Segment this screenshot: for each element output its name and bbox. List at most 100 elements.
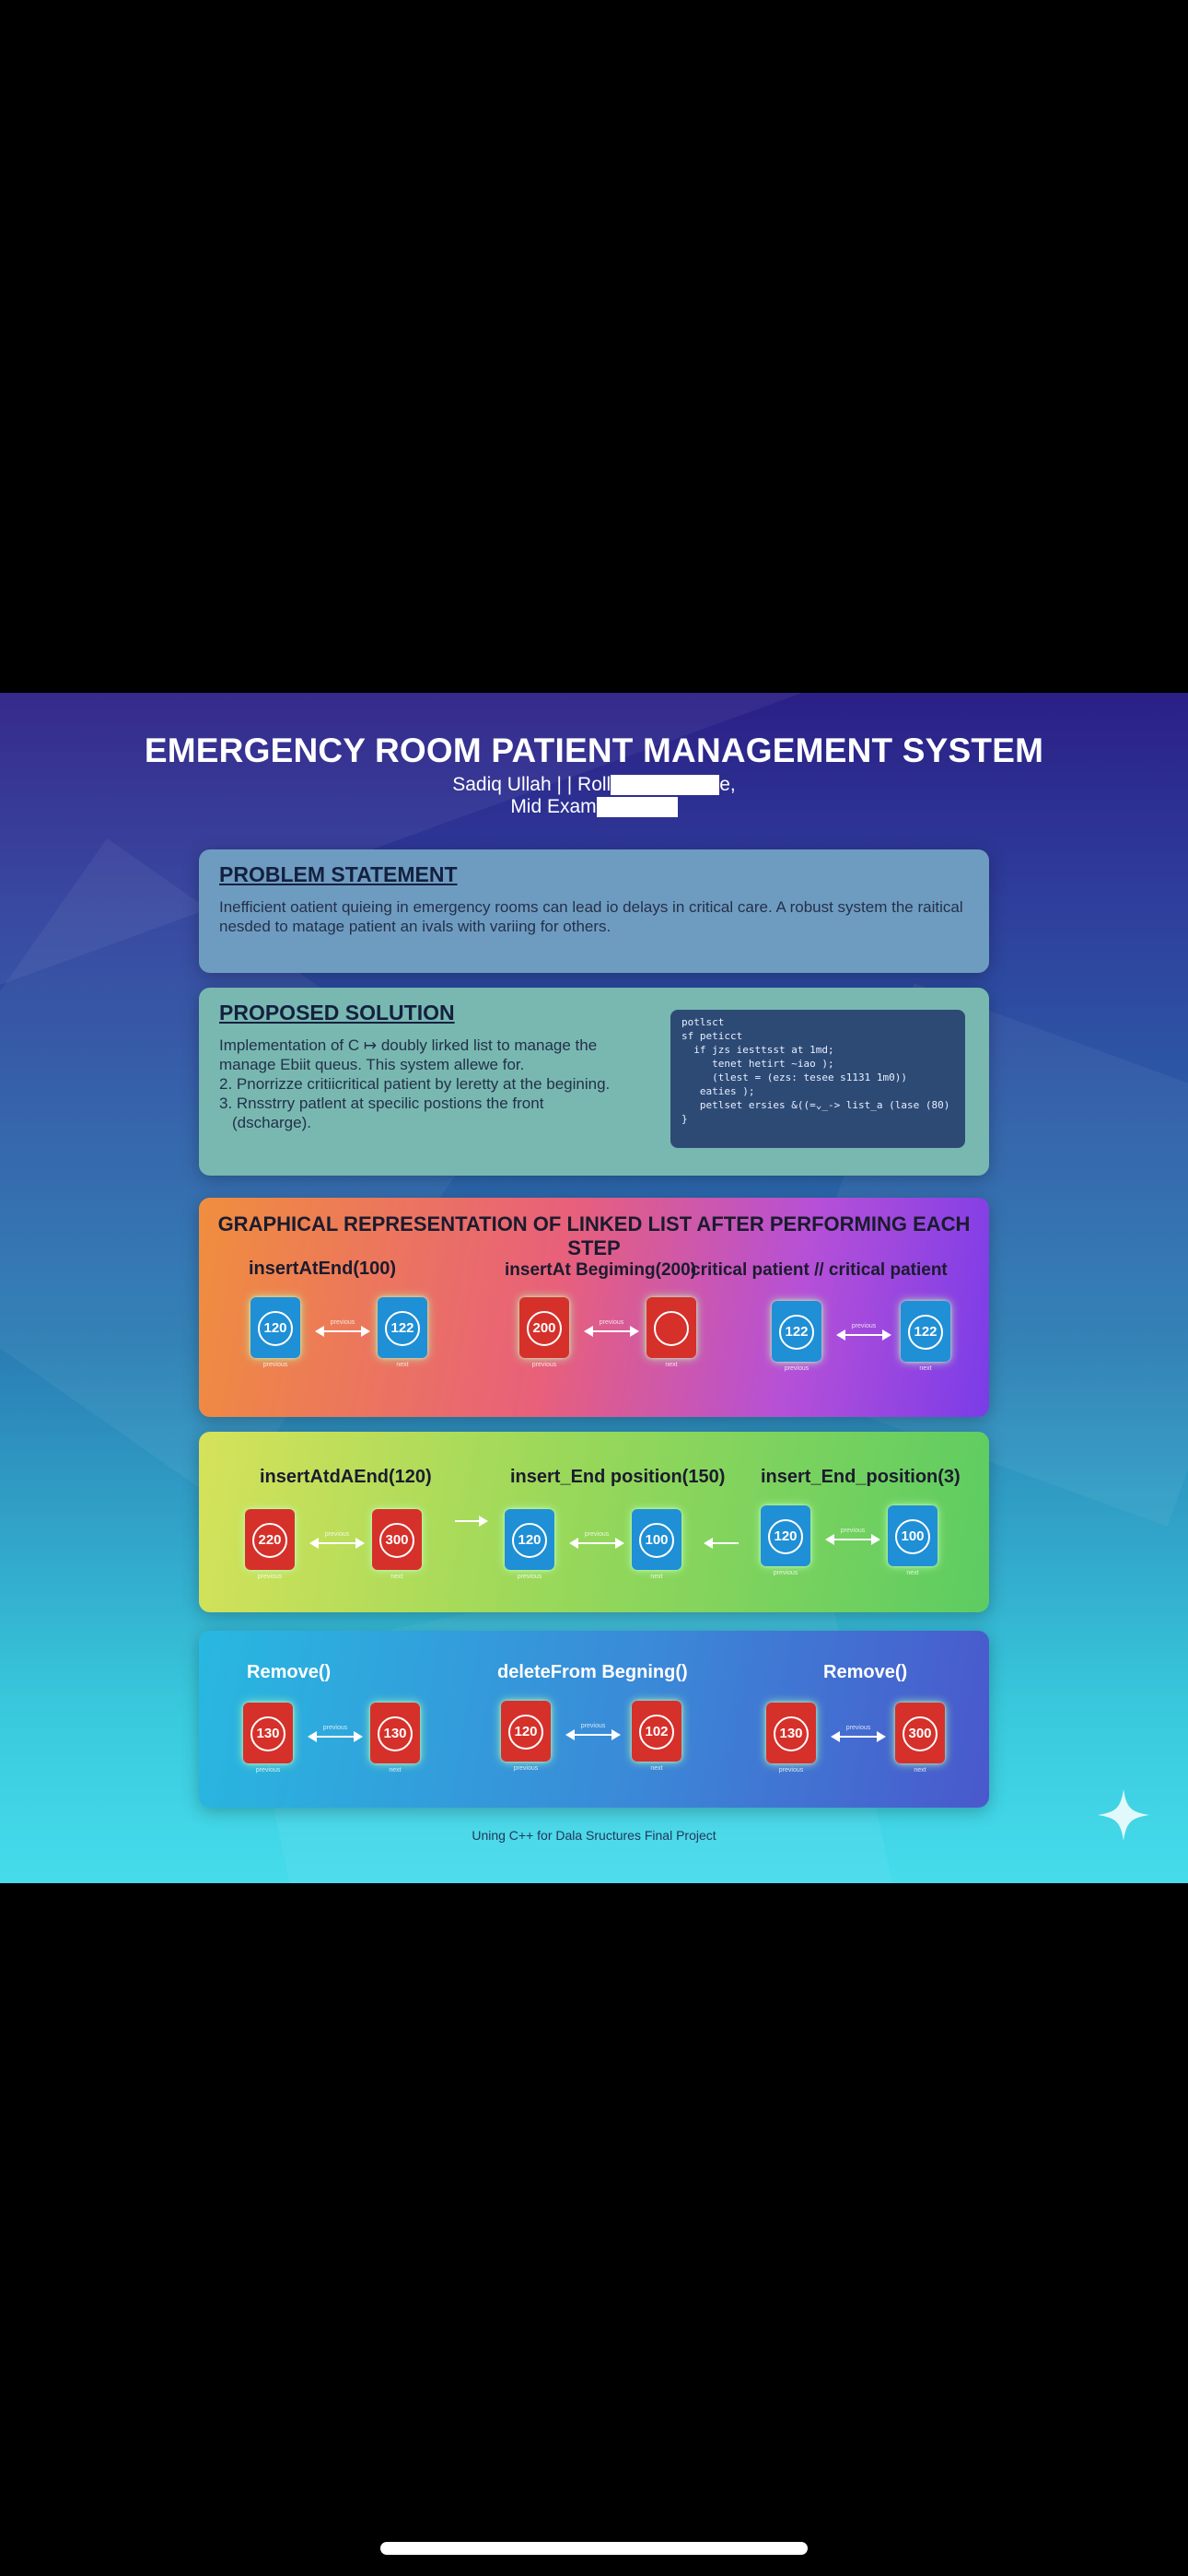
list-node: 220 previous — [245, 1509, 295, 1580]
code-line: } — [681, 1113, 688, 1125]
list-node: 200 previous — [519, 1297, 569, 1368]
node-pointer-label: next — [389, 1767, 402, 1774]
list-node: 130 previous — [766, 1703, 816, 1774]
node-pointer-label: previous — [255, 1767, 281, 1774]
remove-panel: Remove() deleteFrom Begning() Remove() 1… — [199, 1631, 989, 1808]
solution-line: Implementation of C ↦ doubly lirked list… — [219, 1036, 598, 1054]
exam-label: Mid Exam — [510, 796, 597, 817]
author-name: Sadiq Ullah | | Roll — [452, 774, 611, 795]
double-arrow: previous — [308, 1725, 363, 1742]
node-value: 120 — [258, 1311, 293, 1346]
node-value: 200 — [527, 1311, 562, 1346]
insert-panel: insertAtdAEnd(120) insert_End position(1… — [199, 1432, 989, 1612]
solution-line: 2. Pnorrizze critiicritical patient by l… — [219, 1075, 611, 1093]
node-value: 130 — [250, 1716, 285, 1751]
node-value: 130 — [774, 1716, 809, 1751]
solution-heading: PROPOSED SOLUTION — [219, 1001, 455, 1025]
arrow-label: previous — [584, 1531, 610, 1538]
node-value: 300 — [379, 1523, 414, 1558]
node-value: 100 — [639, 1523, 674, 1558]
list-node: 100 next — [632, 1509, 681, 1580]
node-value: 122 — [385, 1311, 420, 1346]
arrow-label: previous — [322, 1725, 348, 1731]
poster-footer: Uning C++ for Dala Sructures Final Proje… — [472, 1828, 716, 1843]
exam-line: Mid Exam — [0, 796, 1188, 818]
node-value: 102 — [639, 1715, 674, 1750]
solution-line: (dscharge). — [232, 1114, 311, 1131]
node-pointer-label: next — [396, 1362, 409, 1368]
author-suffix: e, — [719, 774, 736, 795]
redaction-bar — [596, 797, 678, 818]
right-arrow — [455, 1516, 488, 1527]
double-arrow: previous — [825, 1528, 880, 1545]
node-value: 120 — [512, 1523, 547, 1558]
arrow-label: previous — [840, 1528, 866, 1534]
graph-panel: GRAPHICAL REPRESENTATION OF LINKED LIST … — [199, 1198, 989, 1417]
code-line: potlsct — [681, 1016, 725, 1028]
double-arrow: previous — [569, 1531, 624, 1549]
node-pointer-label: previous — [262, 1362, 288, 1368]
node-pointer-label: previous — [778, 1767, 804, 1774]
double-arrow: previous — [315, 1319, 370, 1337]
list-node: 300 next — [372, 1509, 422, 1580]
problem-text: Inefficient oatient quieing in emergency… — [219, 898, 963, 935]
operation-label: insert_End_position(3) — [761, 1467, 961, 1487]
operation-label: critical patient // critical patient — [691, 1260, 948, 1280]
list-node: 130 next — [370, 1703, 420, 1774]
list-node: 102 next — [632, 1701, 681, 1772]
arrow-label: previous — [324, 1531, 350, 1538]
list-node: 120 previous — [505, 1509, 554, 1580]
node-value: 100 — [895, 1519, 930, 1554]
home-indicator[interactable] — [380, 2542, 808, 2555]
node-value: 130 — [378, 1716, 413, 1751]
poster: EMERGENCY ROOM PATIENT MANAGEMENT SYSTEM… — [0, 693, 1188, 1883]
node-pointer-label: next — [650, 1574, 663, 1580]
node-pointer-label: previous — [773, 1570, 798, 1576]
list-node: 300 next — [895, 1703, 945, 1774]
operation-label: insertAt Begiming(200) — [505, 1260, 696, 1280]
list-node: 120 previous — [501, 1701, 551, 1772]
left-arrow — [704, 1538, 739, 1549]
list-node: 122 next — [378, 1297, 427, 1368]
list-node: 100 next — [888, 1505, 938, 1576]
node-pointer-label: next — [906, 1570, 919, 1576]
node-pointer-label: next — [665, 1362, 678, 1368]
arrow-label: previous — [580, 1723, 606, 1729]
node-value: 122 — [908, 1315, 943, 1350]
list-node: 120 previous — [761, 1505, 810, 1576]
code-line: eaties ); — [681, 1085, 755, 1097]
node-pointer-label: next — [390, 1574, 403, 1580]
double-arrow: previous — [584, 1319, 639, 1337]
node-value: 120 — [768, 1519, 803, 1554]
list-node: 122 previous — [772, 1301, 821, 1372]
graph-heading: GRAPHICAL REPRESENTATION OF LINKED LIST … — [217, 1212, 971, 1259]
arrow-label: previous — [845, 1725, 871, 1731]
arrow-label: previous — [330, 1319, 355, 1326]
solution-panel: PROPOSED SOLUTION Implementation of C ↦ … — [199, 988, 989, 1176]
operation-label: Remove() — [247, 1662, 332, 1682]
node-value: 120 — [508, 1715, 543, 1750]
node-value: 220 — [252, 1523, 287, 1558]
redaction-bar — [611, 775, 720, 796]
arrow-label: previous — [599, 1319, 624, 1326]
node-value: 300 — [903, 1716, 938, 1751]
code-line: petlset ersies &((=⌄_-> list_a (lase (80… — [681, 1099, 950, 1111]
node-value: 122 — [779, 1315, 814, 1350]
author-line: Sadiq Ullah | | Roll e, — [0, 774, 1188, 796]
node-pointer-label: previous — [531, 1362, 557, 1368]
code-line: if jzs iesttsst at 1md; — [681, 1044, 834, 1056]
problem-heading: PROBLEM STATEMENT — [219, 862, 458, 886]
double-arrow: previous — [565, 1723, 621, 1740]
operation-label: Remove() — [823, 1662, 908, 1682]
node-pointer-label: previous — [784, 1365, 809, 1372]
double-arrow: previous — [831, 1725, 886, 1742]
solution-line: manage Ebiit queus. This system allewe f… — [219, 1056, 525, 1073]
operation-label: deleteFrom Begning() — [497, 1662, 688, 1682]
node-value — [654, 1311, 689, 1346]
arrow-label: previous — [851, 1323, 877, 1329]
node-pointer-label: previous — [517, 1574, 542, 1580]
code-line: tenet hetirt ~iao ); — [681, 1058, 834, 1070]
list-node: 120 previous — [250, 1297, 300, 1368]
double-arrow: previous — [836, 1323, 891, 1341]
node-pointer-label: next — [650, 1765, 663, 1772]
